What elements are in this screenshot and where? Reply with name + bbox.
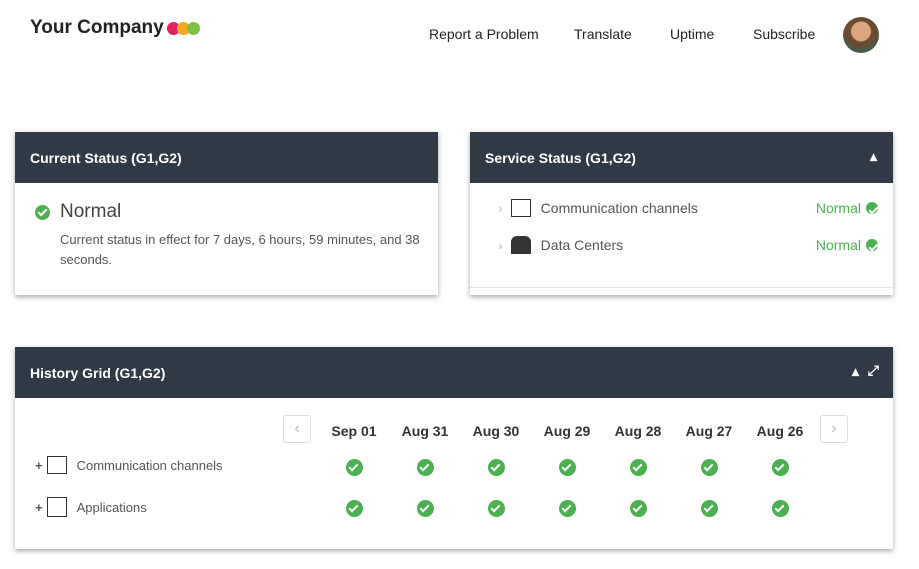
status-ok-icon[interactable] — [488, 500, 505, 517]
expand-plus-icon[interactable]: + — [35, 499, 43, 515]
check-circle-icon — [866, 239, 878, 251]
chevron-right-icon[interactable]: › — [498, 237, 503, 253]
current-status-header: Current Status (G1,G2) — [15, 132, 438, 183]
expand-icon[interactable]: ⤢ — [867, 362, 879, 378]
chevron-right-icon[interactable]: › — [498, 200, 503, 216]
check-circle-icon — [866, 202, 878, 214]
date-header: Aug 26 — [756, 423, 804, 439]
date-header: Aug 31 — [401, 423, 449, 439]
status-ok-icon[interactable] — [772, 500, 789, 517]
service-status-header: Service Status (G1,G2) ▴ — [470, 132, 893, 183]
check-circle-icon — [35, 204, 50, 220]
envelope-icon — [46, 456, 67, 474]
logo-dots-icon — [166, 21, 200, 35]
status-ok-icon[interactable] — [346, 459, 363, 476]
date-header: Aug 28 — [614, 423, 662, 439]
status-badge: Normal — [816, 200, 878, 216]
envelope-icon — [510, 199, 531, 217]
row-label: Communication channels — [76, 457, 223, 473]
expand-plus-icon[interactable]: + — [35, 457, 43, 473]
date-header: Aug 30 — [472, 423, 520, 439]
date-header: Sep 01 — [331, 423, 377, 439]
company-logo[interactable]: Your Company — [30, 17, 200, 39]
status-ok-icon[interactable] — [772, 459, 789, 476]
server-cloud-icon — [510, 236, 531, 254]
prev-button[interactable]: ‹ — [283, 415, 311, 443]
history-grid-header: History Grid (G1,G2) ▴ ⤢ — [15, 347, 893, 398]
chevron-up-icon[interactable]: ▴ — [851, 363, 859, 379]
card-title: Current Status (G1,G2) — [30, 149, 182, 166]
next-button[interactable]: › — [820, 415, 848, 443]
status-ok-icon[interactable] — [559, 500, 576, 517]
status-ok-icon[interactable] — [417, 459, 434, 476]
status-ok-icon[interactable] — [488, 459, 505, 476]
service-status-card: Service Status (G1,G2) ▴ › Communication… — [470, 132, 893, 295]
date-header: Aug 27 — [685, 423, 733, 439]
service-row-data-centers[interactable]: › Data Centers Normal — [498, 236, 878, 254]
status-ok-icon[interactable] — [630, 500, 647, 517]
history-row-communication[interactable]: + Communication channels — [35, 456, 223, 474]
status-detail: Current status in effect for 7 days, 6 h… — [60, 232, 420, 267]
current-status-card: Current Status (G1,G2) Normal Current st… — [15, 132, 438, 295]
divider — [470, 287, 893, 288]
nav-uptime[interactable]: Uptime — [670, 26, 715, 42]
row-label: Applications — [76, 499, 147, 515]
windows-icon — [46, 497, 67, 517]
nav-subscribe[interactable]: Subscribe — [753, 26, 816, 42]
history-row-applications[interactable]: + Applications — [35, 497, 147, 517]
service-row-communication[interactable]: › Communication channels Normal — [498, 199, 878, 217]
status-ok-icon[interactable] — [701, 500, 718, 517]
logo-text: Your Company — [30, 17, 164, 38]
service-name: Communication channels — [540, 200, 698, 216]
nav-report-problem[interactable]: Report a Problem — [429, 26, 539, 42]
card-title: History Grid (G1,G2) — [30, 364, 166, 381]
status-ok-icon[interactable] — [346, 500, 363, 517]
date-header: Aug 29 — [543, 423, 591, 439]
chevron-up-icon[interactable]: ▴ — [869, 148, 877, 164]
nav-translate[interactable]: Translate — [574, 26, 632, 42]
status-ok-icon[interactable] — [701, 459, 718, 476]
history-grid-card: History Grid (G1,G2) ▴ ⤢ ‹ › Sep 01 Aug 3… — [15, 347, 893, 549]
status-ok-icon[interactable] — [417, 500, 434, 517]
status-ok-icon[interactable] — [559, 459, 576, 476]
status-ok-icon[interactable] — [630, 459, 647, 476]
card-title: Service Status (G1,G2) — [485, 149, 636, 166]
status-badge: Normal — [816, 237, 878, 253]
status-label: Normal — [60, 201, 122, 222]
service-name: Data Centers — [540, 237, 624, 253]
avatar[interactable] — [843, 17, 879, 53]
